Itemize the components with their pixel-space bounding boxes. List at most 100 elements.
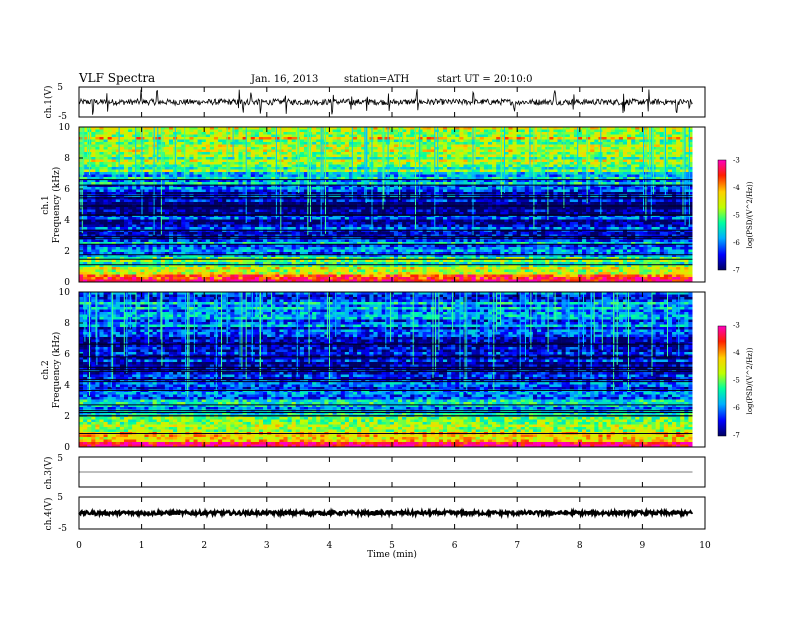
spectrogram-cell	[619, 140, 623, 143]
spectrogram-cell	[153, 167, 157, 170]
spectrogram-cell	[541, 135, 545, 138]
spectrogram-cell	[120, 162, 124, 165]
spectrogram-cell	[136, 130, 140, 133]
spectrogram-cell	[672, 162, 676, 165]
spectrogram-cell	[582, 135, 586, 138]
vlf-spectra-figure: VLF Spectra Jan. 16, 2013 station=ATH st…	[0, 0, 792, 612]
spectrogram-cell	[239, 157, 243, 160]
spectrogram-cell	[463, 135, 467, 138]
spectrogram-cell	[410, 167, 414, 170]
spectrogram-cell	[267, 157, 271, 160]
spectrogram-cell	[247, 150, 251, 153]
spectrogram-cell	[128, 175, 132, 178]
spectrogram-cell	[541, 160, 545, 163]
spectrogram-cell	[312, 140, 316, 143]
spectrogram-cell	[660, 170, 664, 173]
spectrogram-cell	[578, 147, 582, 150]
spectrogram-cell	[517, 155, 521, 158]
spectrogram-cell	[418, 135, 422, 138]
spectrogram-cell	[353, 172, 357, 175]
spectrogram-cell	[267, 162, 271, 165]
spectrogram-cell	[410, 137, 414, 140]
spectrogram-cell	[218, 172, 222, 175]
spectrogram-cell	[328, 157, 332, 160]
spectrogram-cell	[541, 137, 545, 140]
spectrogram-cell	[590, 167, 594, 170]
spectrogram-cell	[406, 142, 410, 145]
spectrogram-cell	[91, 140, 95, 143]
spectrogram-cell	[521, 165, 525, 168]
spectrogram-cell	[337, 145, 341, 148]
spectrogram-cell	[447, 130, 451, 133]
spectrogram-cell	[210, 157, 214, 160]
spectrogram-cell	[218, 140, 222, 143]
spectrogram-cell	[189, 162, 193, 165]
spectrogram-cell	[124, 152, 128, 155]
spectrogram-cell	[553, 170, 557, 173]
spectrogram-cell	[247, 152, 251, 155]
spectrogram-cell	[607, 142, 611, 145]
spectrogram-cell	[283, 152, 287, 155]
spectrogram-cell	[214, 132, 218, 135]
spectrogram-cell	[259, 155, 263, 158]
spectrogram-cell	[251, 175, 255, 178]
spectrogram-cell	[480, 160, 484, 163]
spectrogram-cell	[214, 135, 218, 138]
spectrogram-cell	[517, 147, 521, 150]
spectrogram-cell	[251, 132, 255, 135]
spectrogram-cell	[541, 167, 545, 170]
spectrogram-cell	[410, 162, 414, 165]
spectrogram-cell	[185, 175, 189, 178]
spectrogram-cell	[263, 162, 267, 165]
spectrogram-cell	[194, 150, 198, 153]
spectrogram-cell	[427, 167, 431, 170]
spectrogram-cell	[619, 132, 623, 135]
spectrogram-cell	[566, 175, 570, 178]
spectrogram-cell	[263, 145, 267, 148]
spectrogram-cell	[210, 147, 214, 150]
spectrogram-cell	[504, 140, 508, 143]
spectrogram-cell	[312, 135, 316, 138]
spectrogram-cell	[312, 145, 316, 148]
spectrogram-cell	[558, 130, 562, 133]
spectrogram-cell	[553, 147, 557, 150]
spectrogram-cell	[463, 167, 467, 170]
spectrogram-cell	[427, 145, 431, 148]
spectrogram-cell	[619, 147, 623, 150]
spectrogram-cell	[185, 157, 189, 160]
spectrogram-cell	[267, 170, 271, 173]
spectrogram-cell	[296, 162, 300, 165]
spectrogram-cell	[594, 152, 598, 155]
spectrogram-cell	[95, 130, 99, 133]
spectrogram-cell	[668, 175, 672, 178]
spectrogram-cell	[660, 132, 664, 135]
spectrogram-cell	[210, 140, 214, 143]
spectrogram-cell	[222, 135, 226, 138]
spectrogram-cell	[300, 140, 304, 143]
spectrogram-cell	[124, 132, 128, 135]
spectrogram-cell	[333, 165, 337, 168]
spectrogram-cell	[410, 172, 414, 175]
spectrogram-cell	[603, 155, 607, 158]
spectrogram-cell	[435, 150, 439, 153]
spectrogram-cell	[615, 172, 619, 175]
spectrogram-cell	[553, 155, 557, 158]
spectrogram-cell	[566, 147, 570, 150]
spectrogram-cell	[459, 150, 463, 153]
spectrogram-cell	[447, 175, 451, 178]
spectrogram-cell	[439, 167, 443, 170]
spectrogram-cell	[410, 135, 414, 138]
spectrogram-cell	[455, 155, 459, 158]
spectrogram-cell	[447, 160, 451, 163]
spectrogram-cell	[312, 132, 316, 135]
spectrogram-cell	[504, 137, 508, 140]
spectrogram-cell	[357, 130, 361, 133]
spectrogram-cell	[553, 152, 557, 155]
spectrogram-cell	[165, 130, 169, 133]
spectrogram-cell	[394, 162, 398, 165]
spectrogram-cell	[263, 135, 267, 138]
spectrogram-cell	[169, 132, 173, 135]
spectrogram-cell	[496, 162, 500, 165]
spectrogram-cell	[271, 147, 275, 150]
spectrogram-cell	[239, 172, 243, 175]
